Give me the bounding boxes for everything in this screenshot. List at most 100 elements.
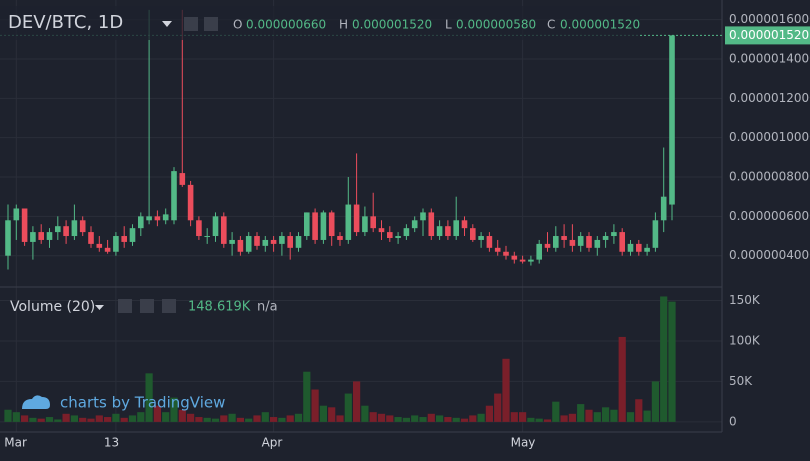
icon-close[interactable] <box>162 299 176 313</box>
volume-bar <box>145 373 153 422</box>
candle-body <box>262 239 269 246</box>
volume-bar <box>170 397 178 422</box>
candle-body <box>154 216 161 221</box>
volume-bar <box>70 415 78 422</box>
volume-bar <box>303 371 311 422</box>
candle-body <box>428 212 435 237</box>
volume-bar <box>79 417 87 422</box>
candle-body <box>79 220 86 233</box>
candle-body <box>494 247 501 252</box>
volume-bar <box>187 413 195 422</box>
icon-eye[interactable] <box>118 299 132 313</box>
volume-value: 148.619K <box>188 300 251 315</box>
candle-body <box>453 220 459 237</box>
icon-settings[interactable] <box>204 17 218 31</box>
candle-body <box>569 239 576 246</box>
volume-bar <box>419 417 427 422</box>
candle-body <box>370 216 376 229</box>
candle-body <box>204 236 210 238</box>
marks <box>0 9 722 422</box>
volume-bar <box>29 417 37 422</box>
volume-ma: n/a <box>257 300 278 315</box>
high-value: 0.000001520 <box>352 18 432 32</box>
candle-body <box>436 226 443 237</box>
icon-settings[interactable] <box>140 299 154 313</box>
y-tick-label: 0.0000006000 <box>729 209 810 223</box>
y-tick-label: 0.0000014000 <box>729 52 810 66</box>
candle-body <box>544 243 551 248</box>
volume-bar <box>411 415 419 422</box>
volume-bar <box>87 418 95 422</box>
candle-body <box>594 239 601 248</box>
volume-bar <box>278 417 286 422</box>
candle-body <box>619 232 625 252</box>
volume-bar <box>220 415 228 422</box>
candle-body <box>478 236 484 240</box>
candle-body <box>196 220 202 237</box>
tradingview-logo[interactable] <box>22 395 50 409</box>
volume-bar <box>469 415 477 422</box>
y-tick-label: 0.0000016000 <box>729 12 810 26</box>
volume-bar <box>519 412 527 422</box>
candle-body <box>345 204 352 240</box>
candle-body <box>536 243 542 260</box>
volume-bar <box>369 412 377 422</box>
volume-bar <box>228 413 236 422</box>
volume-bar <box>178 409 186 422</box>
candle-body <box>353 204 360 233</box>
candle-body <box>445 226 451 237</box>
candle-body <box>270 239 277 244</box>
volume-bar <box>560 415 568 422</box>
candle-body <box>660 196 667 221</box>
volume-title[interactable]: Volume (20) <box>10 299 95 315</box>
volume-bar <box>452 417 460 422</box>
volume-bar <box>245 418 253 422</box>
candle-body <box>96 243 103 248</box>
symbol-title[interactable]: DEV/BTC, 1D <box>8 12 123 33</box>
candle-body <box>511 255 518 260</box>
candle-body <box>212 216 219 237</box>
candle-body <box>461 220 468 229</box>
candle-body <box>586 236 592 248</box>
volume-bar <box>402 417 410 422</box>
volume-bar <box>120 417 128 422</box>
icon-eye[interactable] <box>184 17 198 31</box>
symbol-dropdown[interactable] <box>162 21 172 27</box>
candle-body <box>162 214 169 221</box>
y2-tick-label: 50K <box>729 374 753 388</box>
y-tick-label: 0.0000010000 <box>729 130 810 144</box>
volume-bar <box>319 405 327 422</box>
volume-bar <box>444 417 452 422</box>
candle-body <box>411 220 418 229</box>
volume-bar <box>377 413 386 422</box>
last-price-tag <box>725 26 810 45</box>
volume-bar <box>270 417 278 422</box>
watermark[interactable]: charts by TradingView <box>60 394 225 412</box>
volume-bar <box>353 381 361 422</box>
volume-dropdown[interactable] <box>95 305 104 310</box>
close-label: C <box>547 18 555 32</box>
volume-bar <box>460 418 469 422</box>
candle-body <box>245 236 252 252</box>
candle-body <box>229 239 235 244</box>
candle-body <box>304 212 310 237</box>
low-label: L <box>445 18 452 32</box>
candle-body <box>320 212 327 240</box>
volume-bar <box>95 415 103 422</box>
open-label: O <box>233 18 242 32</box>
candle-body <box>171 171 177 221</box>
candle-body <box>46 232 53 240</box>
candle-body <box>71 220 78 237</box>
volume-bar <box>651 381 659 422</box>
candle-body <box>21 208 28 242</box>
x-tick-label: Apr <box>262 436 283 450</box>
volume-bar <box>610 409 618 422</box>
candle-body <box>528 259 534 262</box>
volume-bar <box>577 404 585 422</box>
volume-bar <box>386 415 394 422</box>
candle-body <box>55 226 61 233</box>
volume-bar <box>344 393 352 422</box>
candle-body <box>553 236 559 248</box>
volume-bar <box>618 336 626 422</box>
